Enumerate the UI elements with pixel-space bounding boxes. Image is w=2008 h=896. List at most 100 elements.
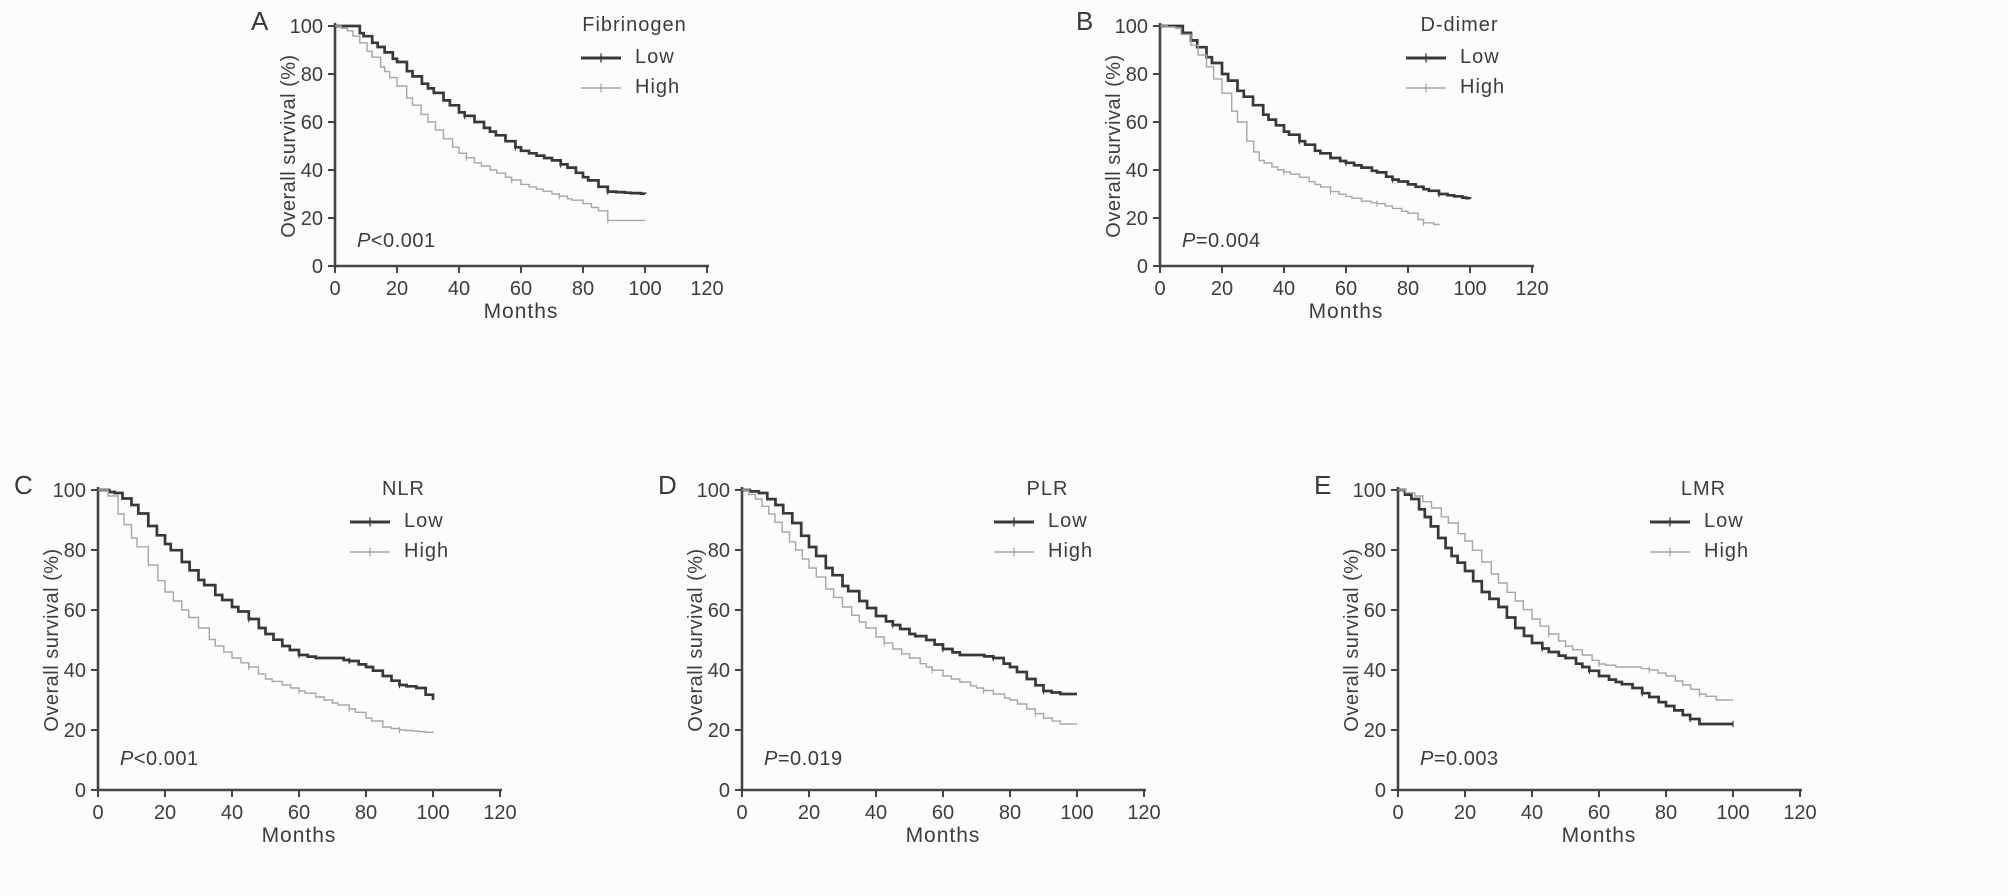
- p-value: P=0.019: [764, 748, 843, 771]
- legend-entry-high: High: [1650, 540, 1801, 563]
- p-value: P<0.001: [120, 748, 199, 771]
- km-curve-low: [335, 24, 647, 196]
- x-tick-label: 40: [448, 278, 470, 300]
- x-tick-label: 60: [1335, 278, 1357, 300]
- panel-letter: D: [658, 470, 678, 500]
- y-tick-label: 100: [1353, 480, 1386, 502]
- legend-entry-low: Low: [994, 510, 1145, 533]
- legend-label-high: High: [1704, 540, 1750, 562]
- y-tick-label: 80: [64, 540, 86, 562]
- x-tick-label: 40: [1521, 802, 1543, 824]
- x-tick-label: 20: [798, 802, 820, 824]
- x-tick-label: 60: [510, 278, 532, 300]
- x-tick-label: 20: [386, 278, 408, 300]
- y-tick-label: 0: [1137, 256, 1148, 278]
- x-axis-title: Months: [906, 824, 981, 847]
- legend: LMR Low High: [1606, 478, 1801, 563]
- x-tick-label: 80: [572, 278, 594, 300]
- high-line-icon: [1406, 83, 1446, 92]
- y-tick-label: 60: [1126, 112, 1148, 134]
- chart-area: Overall survival (%) 0 20 40 60 80 100 0 20 40 60…: [41, 476, 558, 850]
- x-axis-title: Months: [1309, 300, 1384, 323]
- km-curve-low: [98, 488, 435, 700]
- y-tick-label: 100: [697, 480, 730, 502]
- y-tick-label: 100: [290, 16, 323, 38]
- legend: PLR Low High: [950, 478, 1145, 563]
- legend-label-low: Low: [404, 510, 444, 532]
- legend-label-high: High: [1048, 540, 1094, 562]
- legend-title: D-dimer: [1420, 14, 1499, 36]
- legend-label-high: High: [1460, 76, 1506, 98]
- chart-area: Overall survival (%) 0 20 40 60 80 100 0 20 40 60…: [1103, 12, 1590, 324]
- legend-label-low: Low: [635, 46, 675, 68]
- km-curve-high: [742, 489, 1077, 725]
- p-value: P<0.001: [357, 230, 436, 253]
- x-tick-label: 120: [1515, 278, 1548, 300]
- x-tick-label: 120: [483, 802, 516, 824]
- panel-letter: E: [1314, 470, 1333, 500]
- km-curve-high: [335, 25, 645, 222]
- chart-area: Overall survival (%) 0 20 40 60 80 100 0 20 40 60…: [685, 476, 1202, 850]
- x-tick-label: 100: [1453, 278, 1486, 300]
- survival-plot: 0 20 40 60 80 100 0 20 40 60 80 100 120 Months: [290, 16, 724, 323]
- y-tick-label: 20: [708, 720, 730, 742]
- y-tick-label: 40: [1364, 660, 1386, 682]
- y-tick-label: 40: [1126, 160, 1148, 182]
- low-line-icon: [350, 517, 390, 526]
- km-curve-high: [1160, 25, 1440, 226]
- survival-plot: 0 20 40 60 80 100 0 20 40 60 80 100 120 Months: [53, 480, 517, 847]
- x-tick-label: 80: [1397, 278, 1419, 300]
- km-curve-high: [1398, 489, 1733, 701]
- panel-letter: C: [14, 470, 34, 500]
- legend-entry-low: Low: [350, 510, 501, 533]
- chart-area: Overall survival (%) 0 20 40 60 80 100 0 20 40 60…: [278, 12, 765, 324]
- legend-title: LMR: [1680, 478, 1727, 500]
- low-line-icon: [994, 517, 1034, 526]
- panel-letter: B: [1076, 6, 1095, 36]
- x-axis-title: Months: [1562, 824, 1637, 847]
- x-tick-label: 20: [1211, 278, 1233, 300]
- y-tick-label: 20: [64, 720, 86, 742]
- x-tick-label: 40: [221, 802, 243, 824]
- p-value: P=0.004: [1182, 230, 1261, 253]
- y-axis-title: Overall survival (%): [41, 548, 63, 732]
- p-value-symbol: P: [120, 748, 134, 770]
- low-line-icon: [1406, 53, 1446, 62]
- legend-title: NLR: [381, 478, 425, 500]
- y-tick-label: 20: [301, 208, 323, 230]
- y-tick-label: 60: [301, 112, 323, 134]
- y-axis-title: Overall survival (%): [278, 54, 300, 238]
- y-tick-label: 40: [64, 660, 86, 682]
- p-value-symbol: P: [1420, 748, 1434, 770]
- x-tick-label: 20: [154, 802, 176, 824]
- x-tick-label: 0: [92, 802, 103, 824]
- high-line-icon: [350, 547, 390, 556]
- low-line-icon: [1650, 517, 1690, 526]
- x-tick-label: 120: [1127, 802, 1160, 824]
- x-axis-title: Months: [262, 824, 337, 847]
- p-value: P=0.003: [1420, 748, 1499, 771]
- legend-label-high: High: [404, 540, 450, 562]
- p-value-text: =0.019: [777, 748, 843, 770]
- legend-entry-low: Low: [1650, 510, 1801, 533]
- x-tick-label: 120: [1783, 802, 1816, 824]
- p-value-symbol: P: [764, 748, 778, 770]
- x-tick-label: 80: [1655, 802, 1677, 824]
- legend-label-low: Low: [1460, 46, 1500, 68]
- y-tick-label: 0: [75, 780, 86, 802]
- legend-label-low: Low: [1704, 510, 1744, 532]
- legend-entry-low: Low: [581, 46, 732, 69]
- legend: NLR Low High: [306, 478, 501, 563]
- y-tick-label: 80: [1364, 540, 1386, 562]
- y-tick-label: 40: [708, 660, 730, 682]
- panel-letter: A: [251, 6, 270, 36]
- y-axis-title: Overall survival (%): [1341, 548, 1363, 732]
- y-tick-label: 80: [708, 540, 730, 562]
- x-tick-label: 60: [932, 802, 954, 824]
- x-tick-label: 120: [690, 278, 723, 300]
- p-value-text: =0.004: [1195, 230, 1261, 252]
- high-line-icon: [994, 547, 1034, 556]
- legend-entry-low: Low: [1406, 46, 1557, 69]
- x-axis-title: Months: [484, 300, 559, 323]
